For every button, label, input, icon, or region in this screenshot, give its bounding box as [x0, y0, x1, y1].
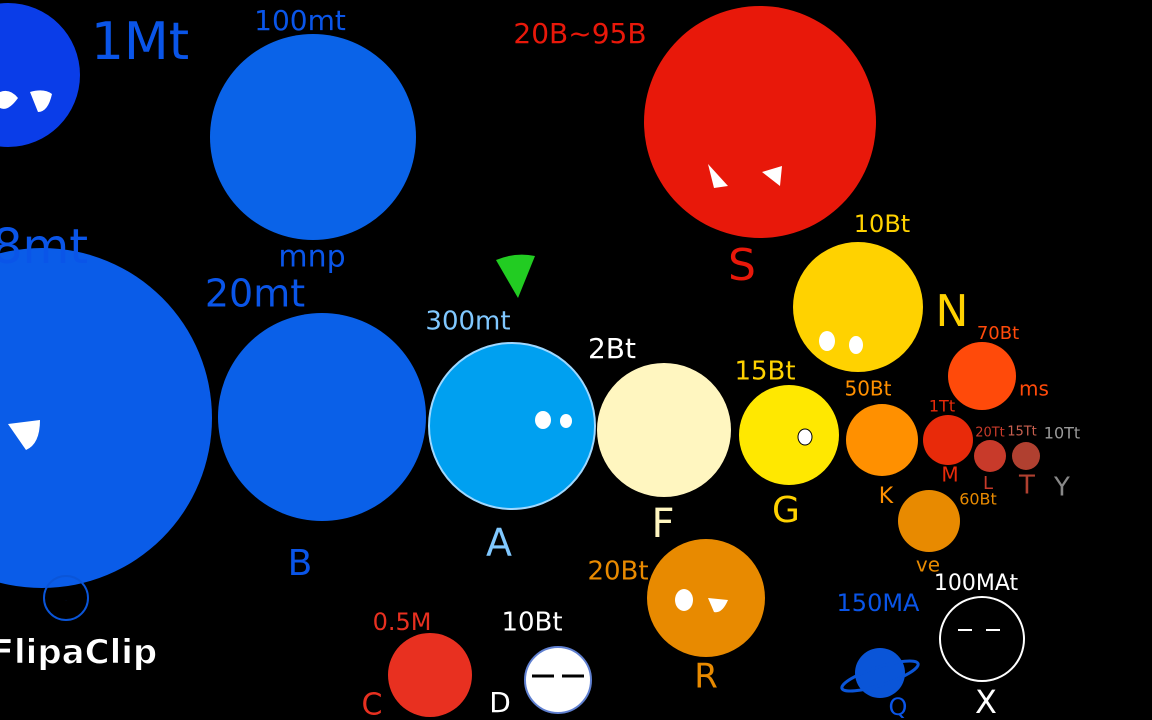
ball: [1012, 442, 1040, 470]
label: M: [941, 463, 958, 487]
label: 20B~95B: [513, 17, 646, 50]
label: X: [975, 683, 997, 720]
eye: [560, 414, 572, 428]
triangle: [496, 254, 535, 298]
label: 100mt: [254, 4, 346, 37]
ball: [898, 490, 960, 552]
label: ms: [1019, 377, 1049, 401]
ball: [0, 248, 212, 588]
label: B: [288, 543, 313, 584]
label: 20Bt: [587, 557, 648, 587]
eye: [849, 336, 863, 354]
eyes: [708, 164, 782, 188]
ball: [597, 363, 731, 497]
label: ve: [916, 553, 940, 577]
ring: [43, 575, 89, 621]
label: 70Bt: [977, 323, 1019, 344]
labels: 1Mt 100mt 20B~95B 10Bt mnp 8mt 20mt 300m…: [0, 4, 1080, 720]
label: 0.5M: [373, 608, 432, 636]
ball: [855, 648, 905, 698]
eyes: [0, 90, 52, 112]
label: A: [486, 521, 512, 565]
label: R: [694, 657, 718, 697]
label: 60Bt: [959, 490, 997, 509]
ring: [840, 659, 920, 693]
label: K: [879, 484, 894, 509]
ball: [524, 646, 592, 714]
label: 100MAt: [934, 571, 1019, 596]
label: F: [651, 501, 674, 547]
ball: [218, 313, 426, 521]
label: 1Tt: [929, 397, 955, 416]
label: 20mt: [205, 272, 305, 316]
eye: [819, 331, 835, 351]
label: 15Bt: [734, 357, 795, 387]
ball: [647, 539, 765, 657]
label: 1Mt: [91, 12, 189, 72]
label: 10Bt: [854, 210, 910, 238]
label: C: [362, 688, 383, 720]
eye: [708, 598, 728, 613]
label: 50Bt: [844, 377, 891, 401]
label: S: [728, 240, 756, 291]
label: 2Bt: [588, 332, 636, 365]
label: O: [66, 600, 67, 602]
label: 10Bt: [501, 608, 562, 638]
ball: [846, 404, 918, 476]
label: D: [489, 686, 511, 719]
eye: [8, 420, 40, 450]
label: T: [1018, 471, 1035, 501]
ball: [974, 440, 1006, 472]
ball: [388, 633, 472, 717]
label: Q: [889, 693, 908, 720]
eye: [675, 589, 693, 611]
label: 8mt: [0, 219, 88, 275]
label: 15Tt: [1007, 425, 1037, 440]
label: L: [983, 473, 993, 494]
label: mnp: [278, 240, 345, 275]
ball: [948, 342, 1016, 410]
label: 150MA: [837, 589, 921, 617]
ball: [210, 34, 416, 240]
label: 10Tt: [1044, 424, 1080, 443]
ball: [939, 596, 1025, 682]
label: G: [772, 490, 800, 531]
ball: [0, 3, 80, 147]
balls: [0, 3, 1040, 717]
label: N: [936, 286, 969, 337]
watermark: FlipaClip: [0, 633, 157, 673]
label: 300mt: [425, 307, 510, 337]
label: 20Tt: [975, 426, 1005, 441]
ball: [428, 342, 596, 510]
ball: [923, 415, 973, 465]
ball: [644, 6, 876, 238]
ball: [739, 385, 839, 485]
label: Y: [1053, 473, 1070, 503]
eye: [797, 428, 813, 446]
eye: [535, 411, 551, 429]
